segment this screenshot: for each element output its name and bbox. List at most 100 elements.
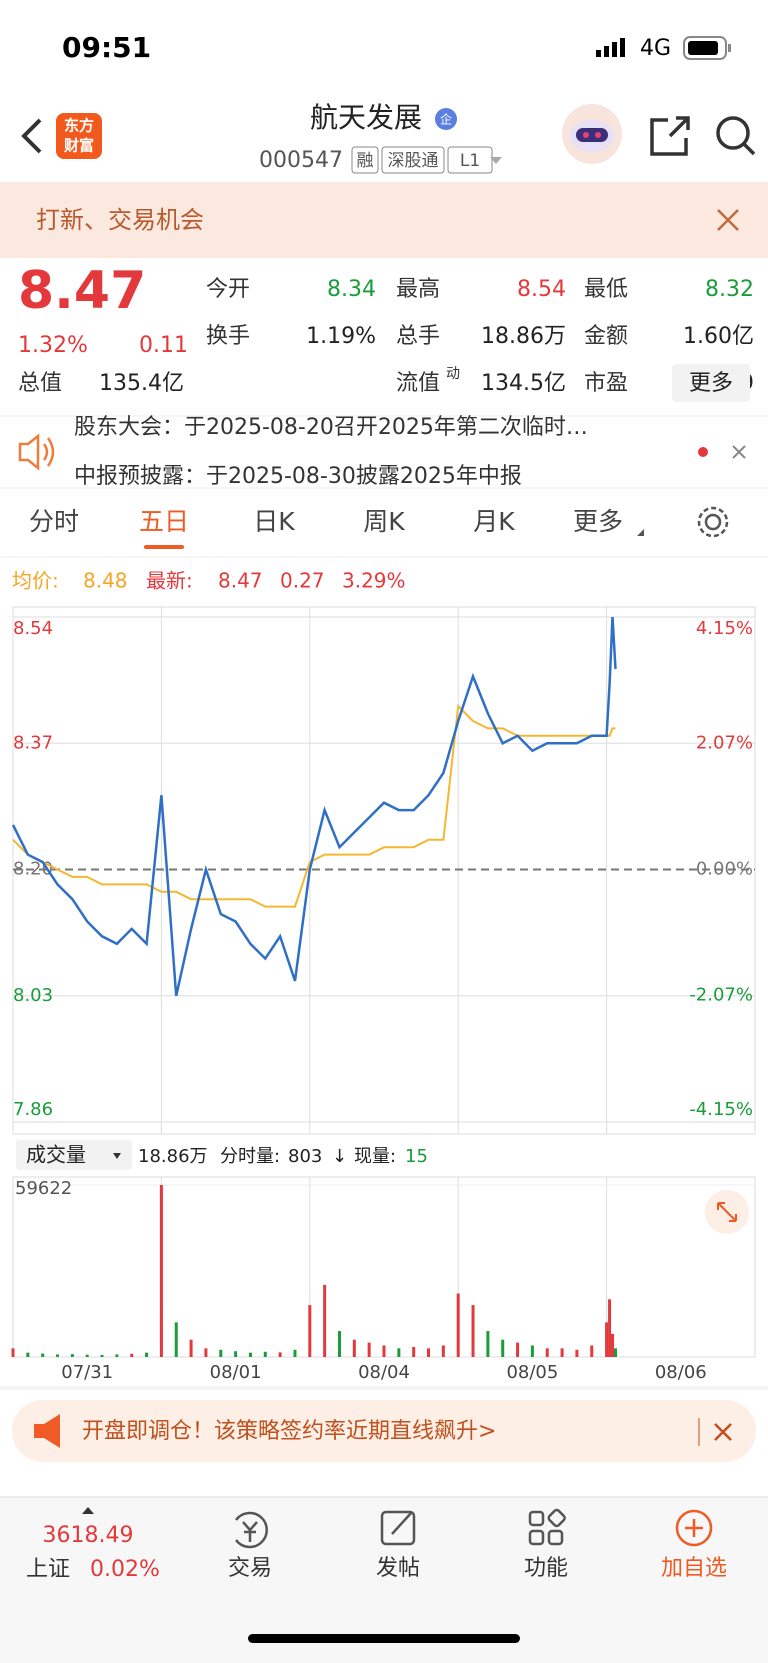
volume-bar (530, 1345, 534, 1357)
field-label: 总值 (18, 371, 62, 396)
volume-title[interactable]: 成交量 (26, 1143, 86, 1167)
volume-bar (337, 1331, 341, 1357)
volume-bar (352, 1339, 356, 1357)
more-button[interactable] (672, 364, 750, 402)
field-label: 流值 (396, 371, 440, 396)
speaker-icon (18, 433, 55, 471)
tab[interactable]: 分时 (29, 507, 79, 536)
logo-text: 东方 (64, 117, 94, 135)
y2-tick-label: 2.07% (696, 733, 753, 754)
volume-bar (159, 1185, 163, 1357)
volume-bar (41, 1353, 45, 1357)
volume-bar (248, 1352, 252, 1357)
post-icon[interactable] (380, 1510, 416, 1546)
index-name[interactable]: 上证 (26, 1557, 70, 1582)
ad-text[interactable]: 开盘即调仓！该策略签约率近期直线飙升> (82, 1419, 496, 1444)
assistant-avatar[interactable] (562, 104, 622, 164)
y2-tick-label: 4.15% (696, 618, 753, 639)
notice[interactable]: 股东大会：于2025-08-20召开2025年第二次临时… (74, 415, 588, 440)
share-button[interactable] (650, 116, 690, 156)
dropdown-arrow[interactable] (490, 157, 502, 164)
volume-bar (308, 1305, 312, 1357)
tab[interactable]: 更多 (573, 507, 623, 536)
app-logo (56, 113, 102, 159)
index-pct[interactable]: 0.02% (90, 1557, 160, 1582)
function-icon[interactable] (528, 1508, 566, 1546)
volume-bar (219, 1349, 223, 1357)
signal-icon (596, 38, 625, 57)
expand-icon (717, 1202, 737, 1222)
volume-bar (56, 1354, 60, 1357)
volume-bar (545, 1348, 549, 1357)
volume-bar (174, 1322, 178, 1357)
index-value[interactable]: 3618.49 (43, 1523, 134, 1548)
volume-bar (412, 1346, 416, 1357)
volume-bar (293, 1349, 297, 1357)
tag-list: 融深股通 L1 (351, 146, 493, 174)
volume-bar (560, 1348, 564, 1357)
info-item: 3.29% (342, 569, 406, 593)
field-value: 8.32 (705, 277, 754, 302)
trade-icon[interactable] (234, 1511, 268, 1549)
ad-close[interactable] (714, 1423, 732, 1441)
field-label: 金额 (584, 324, 628, 349)
volume-bar (427, 1348, 431, 1357)
field-label: 换手 (206, 324, 250, 349)
add-watch-icon[interactable] (675, 1509, 713, 1547)
back-button[interactable] (21, 118, 42, 154)
volume-bar (397, 1348, 401, 1357)
badge (435, 108, 457, 130)
last-price: 8.47 (18, 261, 146, 321)
nav-label[interactable]: 交易 (228, 1556, 272, 1581)
volume-bar (263, 1351, 267, 1357)
volume-selector[interactable] (16, 1140, 132, 1170)
settings-button[interactable] (697, 506, 729, 538)
info-item: 0.27 (280, 569, 325, 593)
volume-bar (145, 1352, 149, 1357)
tab[interactable]: 五日 (139, 507, 189, 536)
ad-banner[interactable] (12, 1400, 756, 1462)
volume-bar (501, 1339, 505, 1357)
volume-info: 分时量: (220, 1146, 280, 1167)
volume-bar (611, 1333, 615, 1357)
pe-mark: 动 (446, 366, 460, 382)
y2-tick-label: 0.00% (696, 859, 753, 880)
index-arrow (82, 1507, 94, 1514)
field-value: 1.60亿 (683, 324, 754, 349)
tab[interactable]: 日K (253, 507, 295, 536)
info-item: 均价: (12, 569, 59, 593)
nav-label[interactable]: 发帖 (376, 1556, 420, 1581)
volume-info: ↓ (332, 1146, 347, 1167)
nav-label[interactable]: 功能 (524, 1556, 568, 1581)
price-line (11, 616, 617, 997)
volume-bar (189, 1339, 193, 1357)
section-gap (0, 1386, 768, 1390)
field-value: 8.54 (517, 277, 566, 302)
volume-bar (441, 1345, 445, 1357)
banner-close[interactable] (717, 209, 739, 231)
nav-label[interactable]: 加自选 (661, 1556, 727, 1581)
change-pct: 1.32% (18, 333, 88, 358)
tab[interactable]: 月K (473, 507, 515, 536)
search-button[interactable] (716, 116, 756, 156)
banner-text[interactable]: 打新、交易机会 (36, 206, 204, 234)
notice-dot (698, 447, 708, 457)
banner[interactable] (0, 182, 768, 258)
more-label[interactable]: 更多 (689, 371, 733, 396)
home-indicator (248, 1634, 520, 1643)
volume-info: 15 (405, 1146, 428, 1167)
tag: 融 (357, 151, 374, 171)
tag: L1 (460, 151, 480, 171)
notice-close[interactable] (732, 445, 746, 459)
y-tick-label: 8.37 (13, 732, 53, 753)
more-arrow (637, 529, 644, 536)
volume-info: 803 (288, 1146, 322, 1167)
field-label: 总手 (396, 324, 440, 349)
volume-bar (516, 1342, 520, 1357)
stock-code: 000547 (259, 148, 343, 173)
price-chart: 8.548.378.208.037.864.15%2.07%0.00%-2.07… (11, 606, 756, 1135)
volume-bar (605, 1322, 609, 1357)
notice[interactable]: 中报预披露：于2025-08-30披露2025年中报 (74, 464, 522, 489)
volume-bar (367, 1342, 371, 1357)
tab[interactable]: 周K (363, 507, 405, 536)
